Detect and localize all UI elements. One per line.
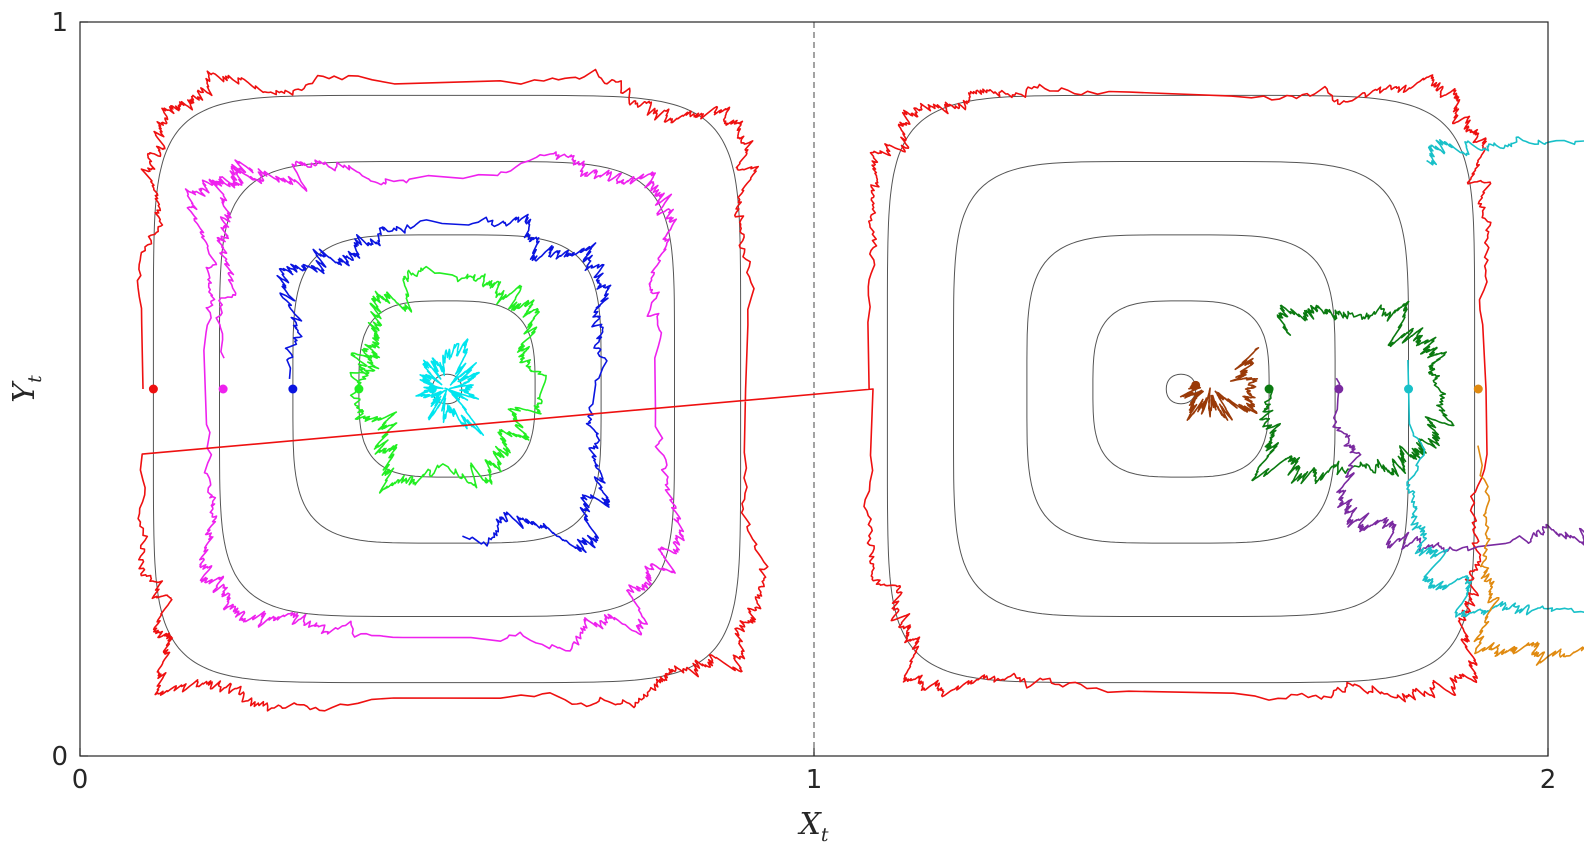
- trajectory-start-point: [1334, 384, 1344, 394]
- trajectory-start-point: [218, 384, 228, 394]
- trajectory-series: [136, 68, 1492, 712]
- trajectory-series: [184, 151, 685, 652]
- axis-ticks: 0 1 2 0 1: [51, 8, 1556, 795]
- contour-line: [1026, 234, 1336, 544]
- trajectory-series: [349, 265, 547, 494]
- y-axis-label: Yt: [7, 375, 46, 403]
- trajectory-series: [1179, 347, 1260, 421]
- trajectory-start-point: [1473, 384, 1483, 394]
- trajectory-start-point: [1264, 384, 1274, 394]
- trajectory-start-point: [1191, 380, 1201, 390]
- trajectory-series: [1251, 300, 1455, 485]
- trajectory-start-point: [354, 384, 364, 394]
- trajectory-series: [1473, 445, 1584, 666]
- x-tick-label: 2: [1540, 765, 1557, 795]
- y-tick-label: 0: [51, 742, 68, 772]
- trajectory-start-point: [148, 384, 158, 394]
- trajectory-start-point: [427, 384, 437, 394]
- x-tick-label: 0: [72, 765, 89, 795]
- trajectory-series: [1406, 136, 1584, 618]
- contour-line: [953, 161, 1409, 617]
- trajectory-series: [415, 338, 485, 436]
- contour-line: [1165, 373, 1197, 405]
- trajectory-paths: [136, 68, 1584, 712]
- x-tick-label: 1: [806, 765, 823, 795]
- contour-line: [886, 94, 1476, 684]
- trajectory-series: [276, 213, 612, 554]
- trajectory-start-point: [288, 384, 298, 394]
- y-tick-label: 1: [51, 8, 68, 38]
- trajectory-start-point: [1404, 384, 1414, 394]
- x-axis-label: Xt: [798, 807, 829, 846]
- contour-line: [1092, 300, 1270, 478]
- trajectory-series: [1332, 377, 1584, 553]
